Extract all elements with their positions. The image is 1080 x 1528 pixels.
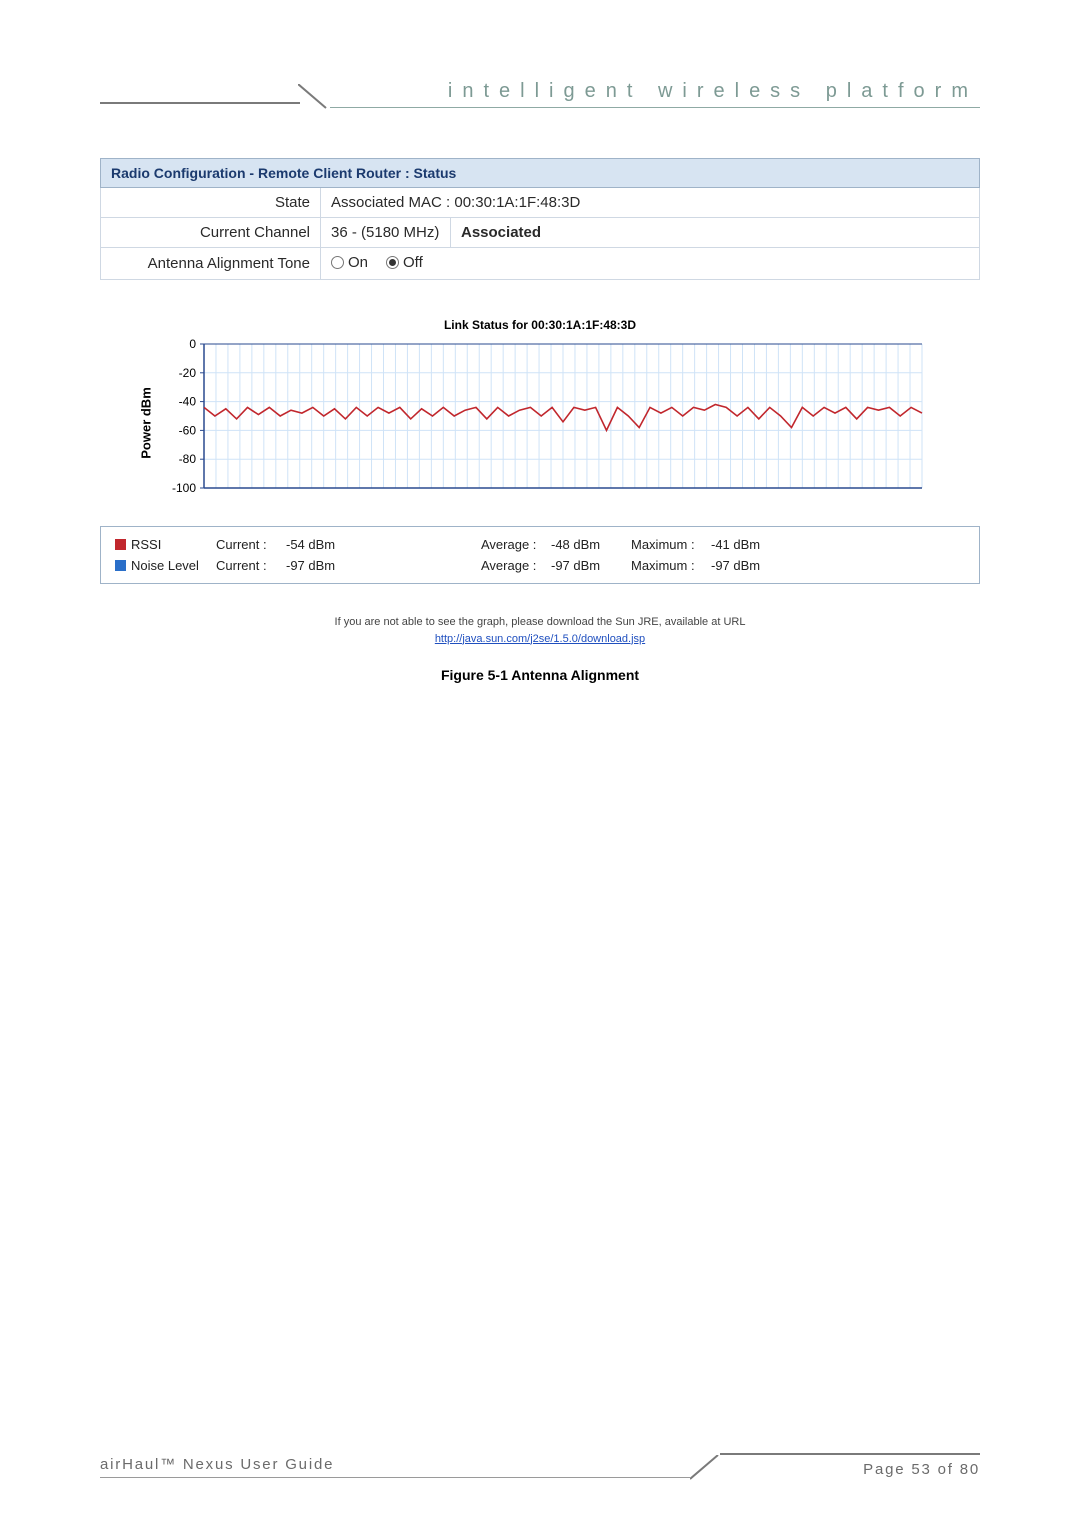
rssi-max-value: -41 dBm — [711, 537, 781, 552]
header-rule-left — [100, 102, 300, 104]
radio-on-icon — [386, 256, 399, 269]
chart-ylabel: Power dBm — [138, 387, 153, 459]
link-status-chart: Power dBm -100-80-60-40-200 — [160, 338, 930, 508]
rssi-max-label: Maximum : — [631, 537, 711, 552]
noise-current-label: Current : — [216, 558, 286, 573]
antenna-tone-on-radio[interactable]: On — [331, 254, 368, 271]
radio-off-label: Off — [403, 254, 423, 271]
state-value: Associated MAC : 00:30:1A:1F:48:3D — [321, 188, 980, 218]
current-channel-label: Current Channel — [101, 218, 321, 248]
channel-status: Associated — [451, 218, 980, 248]
noise-swatch-icon — [115, 560, 126, 571]
footer-diagonal-icon — [690, 1455, 720, 1479]
table-title: Radio Configuration - Remote Client Rout… — [101, 159, 980, 188]
antenna-tone-radio-group: On Off — [331, 254, 423, 271]
chart-title: Link Status for 00:30:1A:1F:48:3D — [100, 318, 980, 332]
jre-note: If you are not able to see the graph, pl… — [100, 614, 980, 647]
svg-text:-80: -80 — [179, 452, 197, 466]
current-channel-value: 36 - (5180 MHz) — [321, 218, 451, 248]
radio-on-label: On — [348, 254, 368, 271]
antenna-tone-label: Antenna Alignment Tone — [101, 248, 321, 280]
noise-max-value: -97 dBm — [711, 558, 781, 573]
svg-text:-40: -40 — [179, 395, 197, 409]
rssi-legend-name: RSSI — [131, 537, 216, 552]
radio-config-status-table: Radio Configuration - Remote Client Rout… — [100, 158, 980, 280]
svg-text:-60: -60 — [179, 423, 197, 437]
jre-note-text: If you are not able to see the graph, pl… — [335, 616, 746, 628]
header-diagonal-icon — [300, 84, 330, 108]
page-header: intelligent wireless platform — [100, 80, 980, 108]
page-footer: airHaul™ Nexus User Guide Page 53 of 80 — [100, 1453, 980, 1478]
radio-off-icon — [331, 256, 344, 269]
header-tagline: intelligent wireless platform — [330, 80, 980, 108]
footer-right-text: Page 53 of 80 — [720, 1453, 980, 1478]
rssi-swatch-icon — [115, 539, 126, 550]
noise-average-value: -97 dBm — [551, 558, 631, 573]
rssi-average-value: -48 dBm — [551, 537, 631, 552]
svg-text:-20: -20 — [179, 366, 197, 380]
noise-max-label: Maximum : — [631, 558, 711, 573]
rssi-current-label: Current : — [216, 537, 286, 552]
noise-current-value: -97 dBm — [286, 558, 361, 573]
svg-text:0: 0 — [189, 338, 196, 351]
rssi-current-value: -54 dBm — [286, 537, 361, 552]
footer-left-text: airHaul™ Nexus User Guide — [100, 1456, 690, 1478]
figure-caption: Figure 5-1 Antenna Alignment — [100, 667, 980, 683]
rssi-average-label: Average : — [481, 537, 551, 552]
antenna-tone-off-radio[interactable]: Off — [386, 254, 423, 271]
svg-text:-100: -100 — [172, 481, 196, 495]
chart-svg: -100 -80 -60 -40 -20 0 — [160, 338, 930, 508]
state-label: State — [101, 188, 321, 218]
chart-legend: RSSI Current : -54 dBm Average : -48 dBm… — [100, 526, 980, 584]
jre-download-link[interactable]: http://java.sun.com/j2se/1.5.0/download.… — [435, 633, 645, 645]
noise-average-label: Average : — [481, 558, 551, 573]
noise-legend-name: Noise Level — [131, 558, 216, 573]
